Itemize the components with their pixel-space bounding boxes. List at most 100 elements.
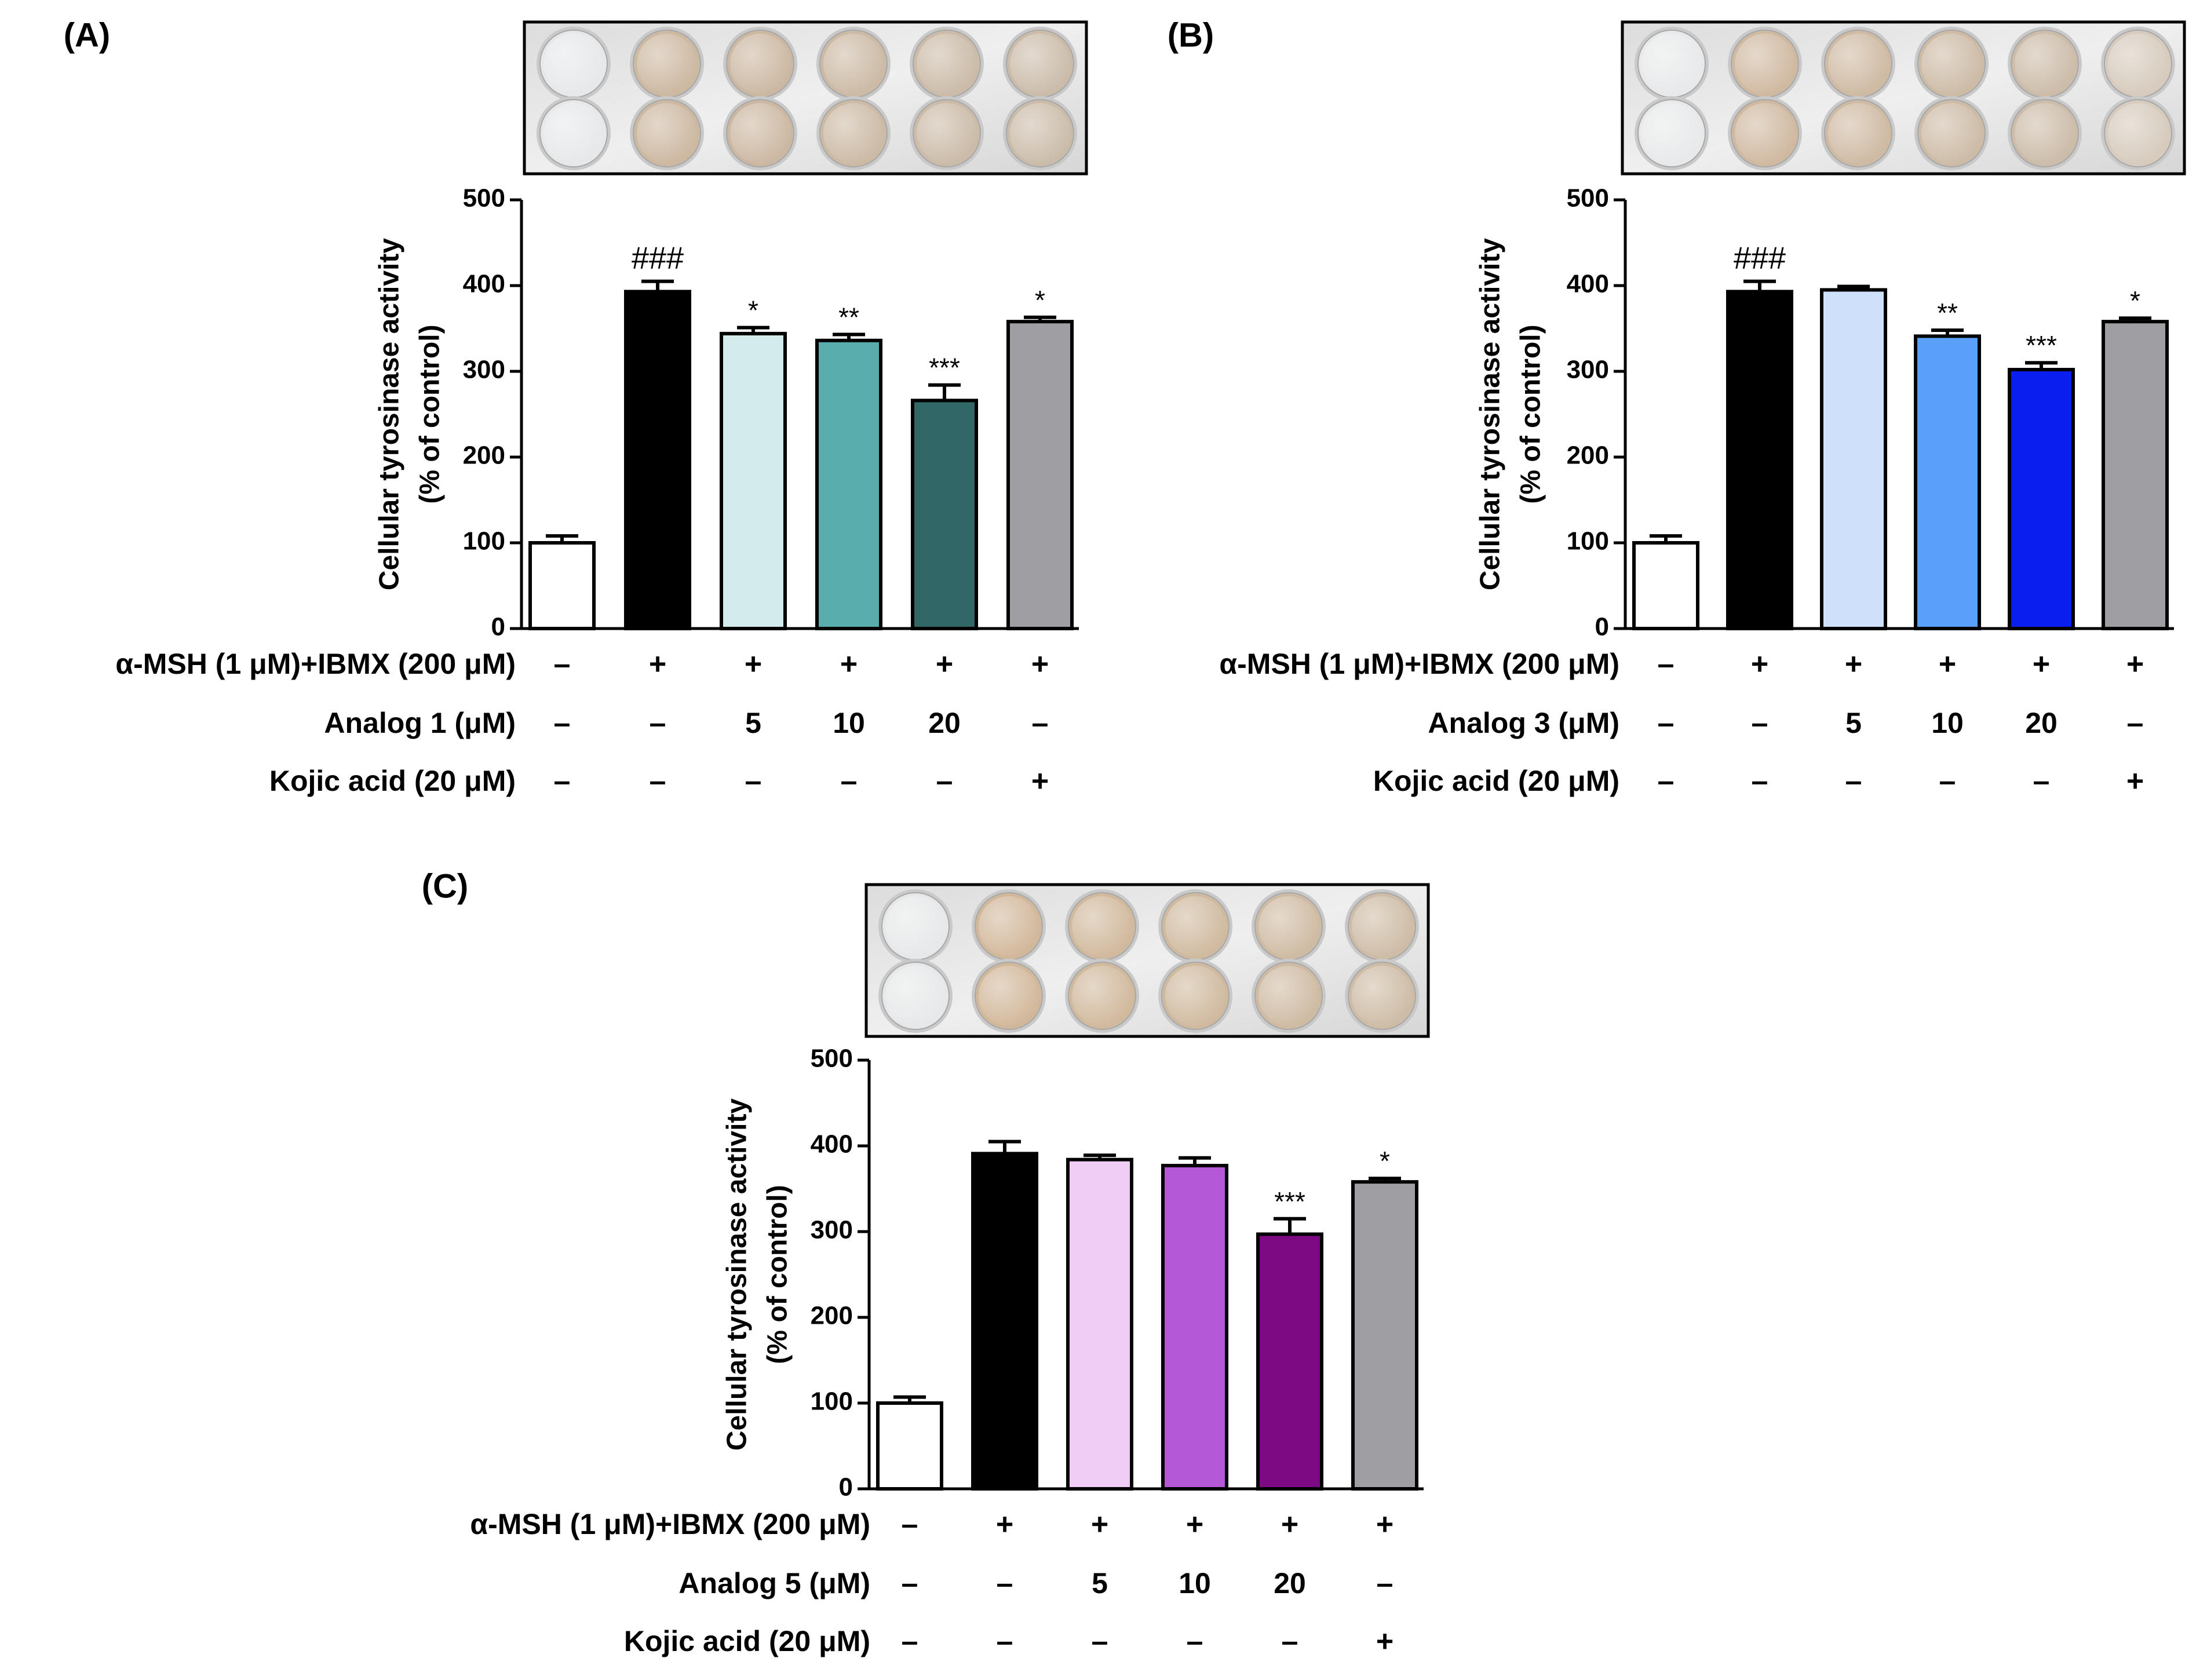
- bar: [815, 338, 882, 630]
- well-highlight: [2015, 34, 2075, 94]
- row-msh-ibmx-value: +: [1845, 648, 1862, 681]
- well-highlight: [543, 34, 604, 94]
- well-highlight: [1165, 966, 1225, 1026]
- bar: [528, 541, 596, 630]
- well-highlight: [1641, 103, 1702, 163]
- row-analog-value: –: [554, 707, 571, 740]
- y-tick-label: 200: [1567, 441, 1609, 470]
- row-analog-value: –: [1032, 707, 1049, 740]
- row-kojic-value: –: [1752, 765, 1768, 798]
- panel-label: (B): [1168, 16, 1214, 54]
- well-highlight: [1165, 896, 1225, 956]
- y-tick-label: 200: [463, 441, 505, 470]
- well-highlight: [1735, 103, 1795, 163]
- row-analog-value: 10: [1931, 707, 1964, 739]
- well-highlight: [917, 34, 977, 94]
- row-msh-ibmx-value: +: [840, 648, 858, 681]
- row-msh-ibmx-value: –: [1658, 648, 1675, 681]
- row-analog-value: –: [997, 1567, 1013, 1601]
- row-msh-ibmx-value: –: [554, 648, 571, 681]
- y-tick-label: 100: [811, 1387, 853, 1416]
- bar: [624, 290, 691, 630]
- well-highlight: [917, 103, 977, 163]
- well-highlight: [2108, 34, 2168, 94]
- y-axis-label: Cellular tyrosinase activity: [374, 238, 405, 591]
- row-msh-ibmx-value: +: [1281, 1508, 1298, 1542]
- well-highlight: [885, 966, 946, 1026]
- significance-label: ###: [632, 241, 684, 276]
- y-tick-label: 500: [1567, 184, 1609, 213]
- row-analog-value: –: [1752, 707, 1768, 740]
- row-kojic-value: –: [1187, 1625, 1203, 1659]
- bar: [911, 399, 978, 630]
- row-analog-label: Analog 3 (μM): [1428, 707, 1619, 739]
- row-msh-ibmx-value: +: [1376, 1508, 1393, 1542]
- row-analog-value: –: [650, 707, 666, 740]
- y-tick-label: 0: [1595, 613, 1609, 641]
- well-plate-photo: [1621, 20, 2186, 176]
- significance-label: ###: [1734, 241, 1786, 276]
- y-tick-label: 0: [839, 1473, 853, 1502]
- bar: [1066, 1157, 1133, 1491]
- row-analog-value: 10: [833, 707, 865, 739]
- well-highlight: [1352, 896, 1412, 956]
- row-kojic-value: –: [997, 1625, 1013, 1659]
- y-tick-label: 200: [811, 1302, 853, 1330]
- row-kojic-label: Kojic acid (20 μM): [624, 1625, 870, 1657]
- row-analog-value: 20: [1274, 1567, 1306, 1599]
- well-highlight: [637, 103, 697, 163]
- bar: [1726, 290, 1793, 630]
- row-kojic-value: +: [1376, 1625, 1393, 1659]
- bar: [876, 1401, 943, 1491]
- y-axis-label: Cellular tyrosinase activity: [1475, 238, 1506, 591]
- y-tick-label: 500: [811, 1044, 853, 1073]
- well-highlight: [2015, 103, 2075, 163]
- row-analog-value: –: [902, 1567, 918, 1601]
- y-tick-label: 0: [491, 613, 505, 641]
- row-msh-ibmx-value: +: [1031, 648, 1049, 681]
- plate-frame: [1621, 20, 2186, 176]
- well-highlight: [885, 896, 946, 956]
- well-highlight: [2108, 103, 2168, 163]
- row-msh-ibmx-value: +: [2126, 648, 2144, 681]
- y-tick-label: 100: [463, 527, 505, 556]
- row-kojic-value: –: [745, 765, 762, 798]
- row-msh-ibmx-value: +: [1091, 1508, 1108, 1542]
- well-plate-photo: [523, 20, 1088, 176]
- row-kojic-value: –: [1939, 765, 1956, 798]
- well-highlight: [1828, 34, 1888, 94]
- well-highlight: [730, 103, 790, 163]
- row-kojic-label: Kojic acid (20 μM): [1373, 765, 1619, 797]
- plate-frame: [864, 883, 1430, 1038]
- well-highlight: [823, 34, 884, 94]
- significance-label: ***: [929, 353, 960, 383]
- y-tick-label: 500: [463, 184, 505, 213]
- row-kojic-value: –: [1845, 765, 1862, 798]
- row-msh-ibmx-value: +: [1939, 648, 1956, 681]
- well-highlight: [1921, 103, 1982, 163]
- well-plate-photo: [864, 883, 1430, 1038]
- bar: [1256, 1232, 1323, 1491]
- bar: [971, 1152, 1038, 1491]
- significance-label: *: [748, 295, 758, 326]
- well-highlight: [1072, 896, 1132, 956]
- row-analog-value: 20: [2025, 707, 2058, 739]
- row-msh-ibmx-value: +: [2033, 648, 2050, 681]
- row-analog-value: 5: [745, 707, 761, 739]
- row-kojic-value: –: [1282, 1625, 1298, 1659]
- row-analog-value: –: [2127, 707, 2144, 740]
- row-msh-ibmx-value: +: [1751, 648, 1768, 681]
- row-msh-ibmx-value: +: [649, 648, 666, 681]
- row-kojic-value: –: [1658, 765, 1675, 798]
- row-kojic-value: –: [1092, 1625, 1108, 1659]
- significance-label: *: [2130, 286, 2140, 316]
- panel-a: (A) 0 100 200 300 400 500 Cellular tyrosinase a…: [64, 16, 1088, 798]
- bar: [1006, 320, 1074, 630]
- y-tick-label: 100: [1567, 527, 1609, 556]
- bar: [1820, 288, 1887, 630]
- row-msh-ibmx-value: –: [902, 1508, 918, 1542]
- row-analog-value: 5: [1092, 1567, 1108, 1599]
- significance-label: ***: [2026, 330, 2057, 360]
- well-highlight: [1921, 34, 1982, 94]
